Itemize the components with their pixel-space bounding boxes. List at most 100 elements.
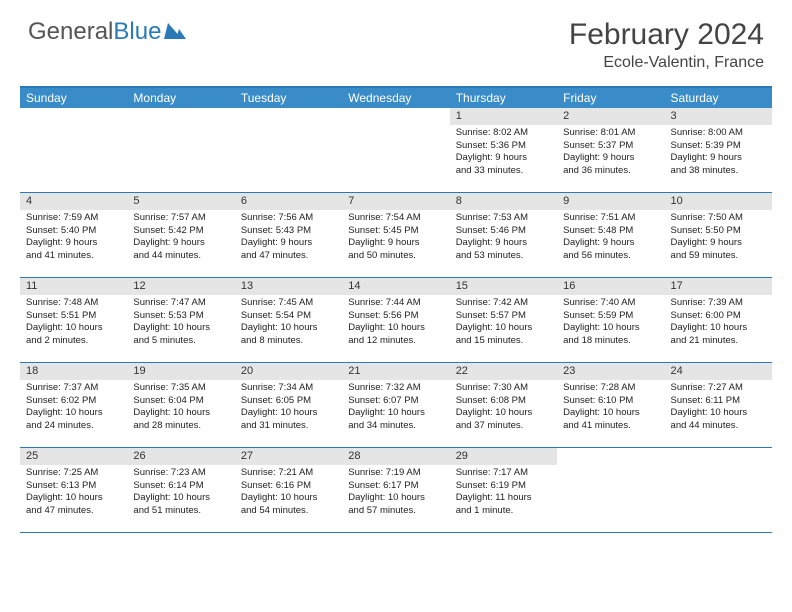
day-details: Sunrise: 7:30 AMSunset: 6:08 PMDaylight:… — [450, 380, 557, 437]
week-row: 11Sunrise: 7:48 AMSunset: 5:51 PMDayligh… — [20, 278, 772, 363]
day-details: Sunrise: 7:23 AMSunset: 6:14 PMDaylight:… — [127, 465, 234, 522]
day-detail-line: Sunrise: 7:21 AM — [241, 467, 336, 480]
day-detail-line: Sunrise: 7:59 AM — [26, 212, 121, 225]
day-number: 17 — [665, 278, 772, 295]
day-details: Sunrise: 7:44 AMSunset: 5:56 PMDaylight:… — [342, 295, 449, 352]
logo-text-1: General — [28, 18, 113, 46]
day-detail-line: Sunrise: 7:48 AM — [26, 297, 121, 310]
day-detail-line: and 28 minutes. — [133, 420, 228, 433]
day-detail-line: and 21 minutes. — [671, 335, 766, 348]
day-detail-line: and 47 minutes. — [241, 250, 336, 263]
day-details: Sunrise: 7:37 AMSunset: 6:02 PMDaylight:… — [20, 380, 127, 437]
day-details: Sunrise: 8:01 AMSunset: 5:37 PMDaylight:… — [557, 125, 664, 182]
day-details: Sunrise: 8:02 AMSunset: 5:36 PMDaylight:… — [450, 125, 557, 182]
day-detail-line: Sunrise: 7:17 AM — [456, 467, 551, 480]
day-details: Sunrise: 7:25 AMSunset: 6:13 PMDaylight:… — [20, 465, 127, 522]
day-detail-line: Daylight: 10 hours — [26, 322, 121, 335]
day-number: 1 — [450, 108, 557, 125]
week-row: 25Sunrise: 7:25 AMSunset: 6:13 PMDayligh… — [20, 448, 772, 533]
day-detail-line: Daylight: 10 hours — [348, 492, 443, 505]
day-detail-line: Sunrise: 7:23 AM — [133, 467, 228, 480]
day-detail-line: Daylight: 10 hours — [133, 407, 228, 420]
day-details: Sunrise: 7:19 AMSunset: 6:17 PMDaylight:… — [342, 465, 449, 522]
day-detail-line: Sunset: 5:43 PM — [241, 225, 336, 238]
day-details: Sunrise: 7:27 AMSunset: 6:11 PMDaylight:… — [665, 380, 772, 437]
day-cell: 21Sunrise: 7:32 AMSunset: 6:07 PMDayligh… — [342, 363, 449, 447]
day-number: 23 — [557, 363, 664, 380]
day-cell: 22Sunrise: 7:30 AMSunset: 6:08 PMDayligh… — [450, 363, 557, 447]
day-details: Sunrise: 7:34 AMSunset: 6:05 PMDaylight:… — [235, 380, 342, 437]
day-detail-line: Sunset: 6:11 PM — [671, 395, 766, 408]
day-detail-line: Sunrise: 8:01 AM — [563, 127, 658, 140]
day-cell — [127, 108, 234, 192]
day-cell: 12Sunrise: 7:47 AMSunset: 5:53 PMDayligh… — [127, 278, 234, 362]
day-cell: 29Sunrise: 7:17 AMSunset: 6:19 PMDayligh… — [450, 448, 557, 532]
day-cell: 16Sunrise: 7:40 AMSunset: 5:59 PMDayligh… — [557, 278, 664, 362]
day-cell: 28Sunrise: 7:19 AMSunset: 6:17 PMDayligh… — [342, 448, 449, 532]
day-cell — [20, 108, 127, 192]
day-detail-line: and 47 minutes. — [26, 505, 121, 518]
day-details: Sunrise: 7:28 AMSunset: 6:10 PMDaylight:… — [557, 380, 664, 437]
day-detail-line: Sunset: 5:45 PM — [348, 225, 443, 238]
day-detail-line: Sunrise: 7:34 AM — [241, 382, 336, 395]
day-cell: 1Sunrise: 8:02 AMSunset: 5:36 PMDaylight… — [450, 108, 557, 192]
day-details: Sunrise: 7:35 AMSunset: 6:04 PMDaylight:… — [127, 380, 234, 437]
week-row: 18Sunrise: 7:37 AMSunset: 6:02 PMDayligh… — [20, 363, 772, 448]
day-detail-line: and 59 minutes. — [671, 250, 766, 263]
day-cell: 2Sunrise: 8:01 AMSunset: 5:37 PMDaylight… — [557, 108, 664, 192]
day-number: 21 — [342, 363, 449, 380]
day-details: Sunrise: 7:53 AMSunset: 5:46 PMDaylight:… — [450, 210, 557, 267]
day-detail-line: Daylight: 10 hours — [456, 322, 551, 335]
weekday-header: Thursday — [450, 88, 557, 108]
day-detail-line: Sunrise: 7:42 AM — [456, 297, 551, 310]
day-detail-line: Daylight: 10 hours — [671, 322, 766, 335]
day-cell: 23Sunrise: 7:28 AMSunset: 6:10 PMDayligh… — [557, 363, 664, 447]
day-number: 25 — [20, 448, 127, 465]
day-cell: 13Sunrise: 7:45 AMSunset: 5:54 PMDayligh… — [235, 278, 342, 362]
day-detail-line: Daylight: 10 hours — [671, 407, 766, 420]
day-details: Sunrise: 7:39 AMSunset: 6:00 PMDaylight:… — [665, 295, 772, 352]
day-detail-line: Sunrise: 7:35 AM — [133, 382, 228, 395]
day-detail-line: and 53 minutes. — [456, 250, 551, 263]
day-detail-line: Sunset: 5:57 PM — [456, 310, 551, 323]
location: Ecole-Valentin, France — [569, 54, 764, 72]
day-number: 22 — [450, 363, 557, 380]
day-number: 8 — [450, 193, 557, 210]
day-detail-line: and 18 minutes. — [563, 335, 658, 348]
day-detail-line: Sunrise: 7:56 AM — [241, 212, 336, 225]
day-detail-line: Sunset: 5:50 PM — [671, 225, 766, 238]
day-detail-line: Sunrise: 7:40 AM — [563, 297, 658, 310]
day-detail-line: and 38 minutes. — [671, 165, 766, 178]
day-detail-line: Sunset: 6:14 PM — [133, 480, 228, 493]
day-cell: 8Sunrise: 7:53 AMSunset: 5:46 PMDaylight… — [450, 193, 557, 277]
day-number: 9 — [557, 193, 664, 210]
day-number: 29 — [450, 448, 557, 465]
day-detail-line: Daylight: 10 hours — [348, 407, 443, 420]
day-detail-line: and 33 minutes. — [456, 165, 551, 178]
day-detail-line: and 57 minutes. — [348, 505, 443, 518]
day-detail-line: Sunset: 6:08 PM — [456, 395, 551, 408]
day-cell: 4Sunrise: 7:59 AMSunset: 5:40 PMDaylight… — [20, 193, 127, 277]
day-number: 16 — [557, 278, 664, 295]
week-row: 4Sunrise: 7:59 AMSunset: 5:40 PMDaylight… — [20, 193, 772, 278]
day-detail-line: and 34 minutes. — [348, 420, 443, 433]
day-number: 10 — [665, 193, 772, 210]
day-detail-line: Daylight: 9 hours — [563, 237, 658, 250]
weekday-header: Friday — [557, 88, 664, 108]
day-detail-line: and 15 minutes. — [456, 335, 551, 348]
day-cell — [557, 448, 664, 532]
day-details: Sunrise: 7:45 AMSunset: 5:54 PMDaylight:… — [235, 295, 342, 352]
day-detail-line: and 5 minutes. — [133, 335, 228, 348]
day-detail-line: Sunrise: 7:54 AM — [348, 212, 443, 225]
day-cell: 3Sunrise: 8:00 AMSunset: 5:39 PMDaylight… — [665, 108, 772, 192]
day-detail-line: and 44 minutes. — [133, 250, 228, 263]
day-details: Sunrise: 7:57 AMSunset: 5:42 PMDaylight:… — [127, 210, 234, 267]
day-cell: 20Sunrise: 7:34 AMSunset: 6:05 PMDayligh… — [235, 363, 342, 447]
day-detail-line: Daylight: 9 hours — [563, 152, 658, 165]
weekday-header: Saturday — [665, 88, 772, 108]
day-detail-line: Sunset: 6:07 PM — [348, 395, 443, 408]
day-cell: 15Sunrise: 7:42 AMSunset: 5:57 PMDayligh… — [450, 278, 557, 362]
day-detail-line: Daylight: 9 hours — [456, 237, 551, 250]
day-number: 13 — [235, 278, 342, 295]
day-detail-line: Sunset: 6:19 PM — [456, 480, 551, 493]
